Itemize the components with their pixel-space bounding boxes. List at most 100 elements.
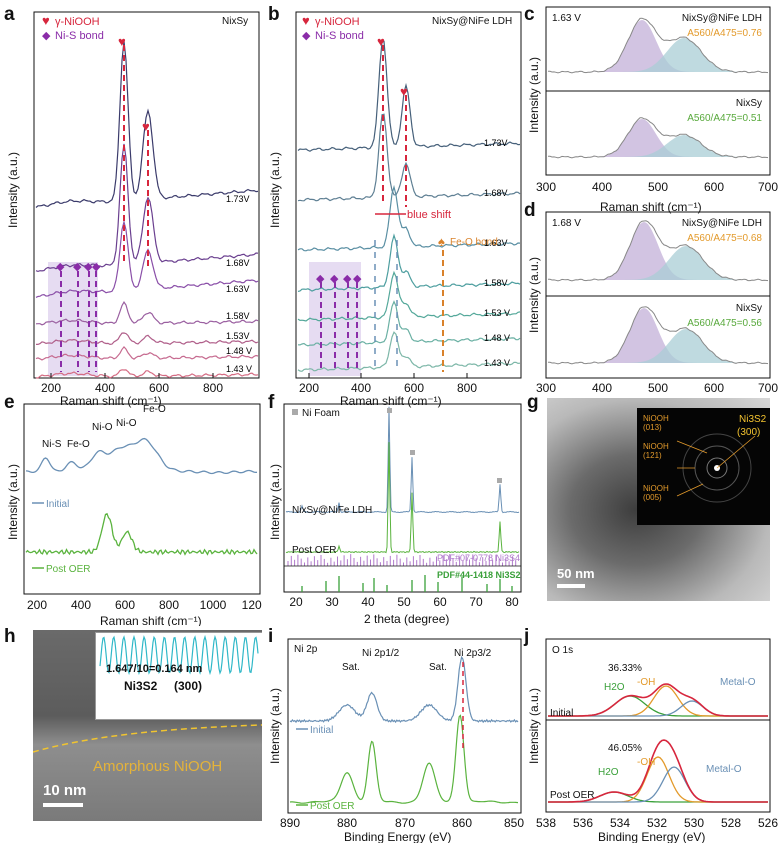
fit-envelope — [548, 220, 769, 282]
panel-b-xticks: 200 400 600 800 — [299, 373, 477, 392]
panel-i-peak: Sat. — [429, 662, 447, 673]
fit-peak-purple — [548, 222, 768, 280]
panel-letter-d: d — [524, 200, 536, 221]
panel-j-fits — [548, 683, 768, 803]
panel-j-oh-label: -OH — [637, 677, 655, 688]
panel-b-feo-label: Fe-O bond — [450, 237, 498, 248]
panel-f-reference-bars — [287, 554, 517, 592]
panel-f-xtick: 40 — [361, 595, 375, 609]
panel-f-xlabel: 2 theta (degree) — [364, 612, 449, 626]
panel-j-xtick: 538 — [536, 816, 556, 830]
panel-i-peak: Ni 2p1/2 — [362, 648, 400, 659]
panel-h-phase: Ni3S2 — [124, 679, 158, 693]
panel-b-legend-nooh: γ-NiOOH — [315, 16, 360, 28]
panel-d-top-sample: NixSy@NiFe LDH — [682, 218, 762, 229]
panel-b-xtick: 600 — [404, 381, 424, 392]
panel-b-voltage: 1.48 V — [484, 333, 510, 343]
panel-e-legend-post: Post OER — [46, 564, 90, 575]
panel-a-xtick: 200 — [41, 381, 61, 392]
panel-i-xtick: 850 — [504, 816, 524, 830]
panel-i-xtick: 890 — [280, 816, 300, 830]
panel-e-legend-initial: Initial — [46, 499, 69, 510]
panel-d-xtick: 300 — [536, 381, 556, 392]
panel-f-post: Post OER — [292, 545, 336, 556]
fit-component — [548, 700, 768, 717]
panel-h-plane: (300) — [174, 679, 203, 693]
panel-j-h2o-label: H2O — [604, 682, 625, 693]
heart-icon: ♥ — [377, 34, 385, 49]
panel-b-xtick: 200 — [299, 381, 319, 392]
panel-a-voltage: 1.48 V — [226, 346, 252, 356]
panel-e-xtick: 600 — [115, 598, 135, 612]
panel-j-xlabel: Binding Energy (eV) — [598, 830, 705, 843]
panel-j-ylabel: Intensity (a.u.) — [527, 688, 541, 764]
panel-b-curve — [297, 270, 521, 322]
diamond-icon: ◆ — [316, 273, 325, 285]
panel-d-fits — [548, 220, 769, 365]
diamond-icon: ◆ — [84, 261, 93, 273]
panel-f-post-curve — [285, 442, 520, 554]
panel-h-amorphous: Amorphous NiOOH — [93, 758, 223, 775]
panel-e-chart: Intensity (a.u.) Ni-S Fe-O Ni-O Ni-O Fe-… — [6, 403, 262, 626]
panel-b-voltage: 1.73V — [484, 138, 508, 148]
panel-a-markers: ♥ ♥ ◆ ◆ ◆ ◆ — [56, 34, 150, 372]
panel-c-fits — [548, 17, 769, 159]
panel-f-xticks: 20 30 40 50 60 70 80 — [289, 595, 519, 609]
panel-e-xtick: 400 — [71, 598, 91, 612]
diamond-icon: ◆ — [330, 273, 339, 285]
panel-a-frame — [33, 11, 260, 379]
panel-d-bottom-ratio: A560/A475=0.56 — [687, 318, 762, 329]
panel-a-legend-nis: Ni-S bond — [55, 30, 104, 42]
panel-j-xtick: 526 — [758, 816, 778, 830]
panel-g-saed-phase: Ni3S2 — [739, 414, 767, 425]
fit-peak-teal — [548, 38, 768, 72]
fit-envelope — [548, 117, 769, 159]
panel-a-ylabel: Intensity (a.u.) — [6, 152, 20, 228]
panel-f-pdf1: PDF#07-0778 Ni3S4 — [437, 553, 520, 563]
square-icon — [292, 409, 298, 415]
panel-f-xtick: 80 — [505, 595, 519, 609]
panel-b-xtick: 800 — [457, 381, 477, 392]
panel-letter-c: c — [524, 4, 535, 25]
panel-f-xtick: 30 — [325, 595, 339, 609]
panel-b-frame — [295, 11, 522, 379]
panel-b-shift-label: blue shift — [407, 209, 451, 221]
fit-envelope — [548, 739, 768, 803]
panel-f-sample-curve — [285, 406, 520, 514]
panel-j-initial: Initial — [550, 708, 573, 719]
panel-h-hrtem-image: 1.647/10=0.164 nm Ni3S2 (300) Amorphous … — [33, 630, 262, 821]
panel-g-saed-label: NiOOH (013) — [643, 414, 669, 432]
diamond-icon: ◆ — [302, 30, 311, 42]
panel-e-xtick: 1000 — [200, 598, 227, 612]
panel-letter-j: j — [524, 626, 530, 647]
diamond-icon: ◆ — [353, 273, 362, 285]
panel-f-xtick: 60 — [433, 595, 447, 609]
panel-a-voltage: 1.68V — [226, 258, 250, 268]
panel-i-title: Ni 2p — [294, 644, 318, 655]
fit-peak-purple — [548, 308, 768, 363]
panel-e-initial-curve — [25, 437, 258, 475]
panel-d-frame — [545, 211, 771, 379]
panel-j-chart: Intensity (a.u.) O 1s 36.33% 46.05% -OH … — [527, 638, 778, 843]
panel-letter-h: h — [4, 626, 16, 647]
panel-f-frame — [283, 403, 522, 593]
panel-i-legend-initial: Initial — [310, 725, 333, 736]
panel-j-oh-label: -OH — [637, 757, 655, 768]
panel-j-frame — [545, 638, 771, 813]
panel-b-sample: NixSy@NiFe LDH — [432, 16, 512, 27]
panel-a-voltage: 1.73V — [226, 194, 250, 204]
panel-letter-a: a — [4, 4, 15, 25]
panel-b-ylabel: Intensity (a.u.) — [268, 152, 282, 228]
panel-i-frame — [287, 638, 522, 814]
panel-e-ylabel: Intensity (a.u.) — [6, 464, 20, 540]
panel-c-xtick: 500 — [648, 180, 668, 194]
heart-icon: ♥ — [42, 13, 50, 28]
panel-i-legend-post: Post OER — [310, 801, 354, 812]
panel-c-chart: Intensity (a.u.) 1.63 V NixSy@NiFe LDH A… — [527, 6, 778, 194]
panel-e-xtick: 1200 — [242, 598, 262, 612]
heart-icon: ♥ — [400, 84, 408, 99]
panel-i-xtick: 860 — [452, 816, 472, 830]
panel-b-voltage: 1.63V — [484, 238, 508, 248]
panel-j-metalo-label: Metal-O — [706, 764, 742, 775]
panel-a-legend: ♥ γ-NiOOH ◆ Ni-S bond — [42, 13, 104, 42]
